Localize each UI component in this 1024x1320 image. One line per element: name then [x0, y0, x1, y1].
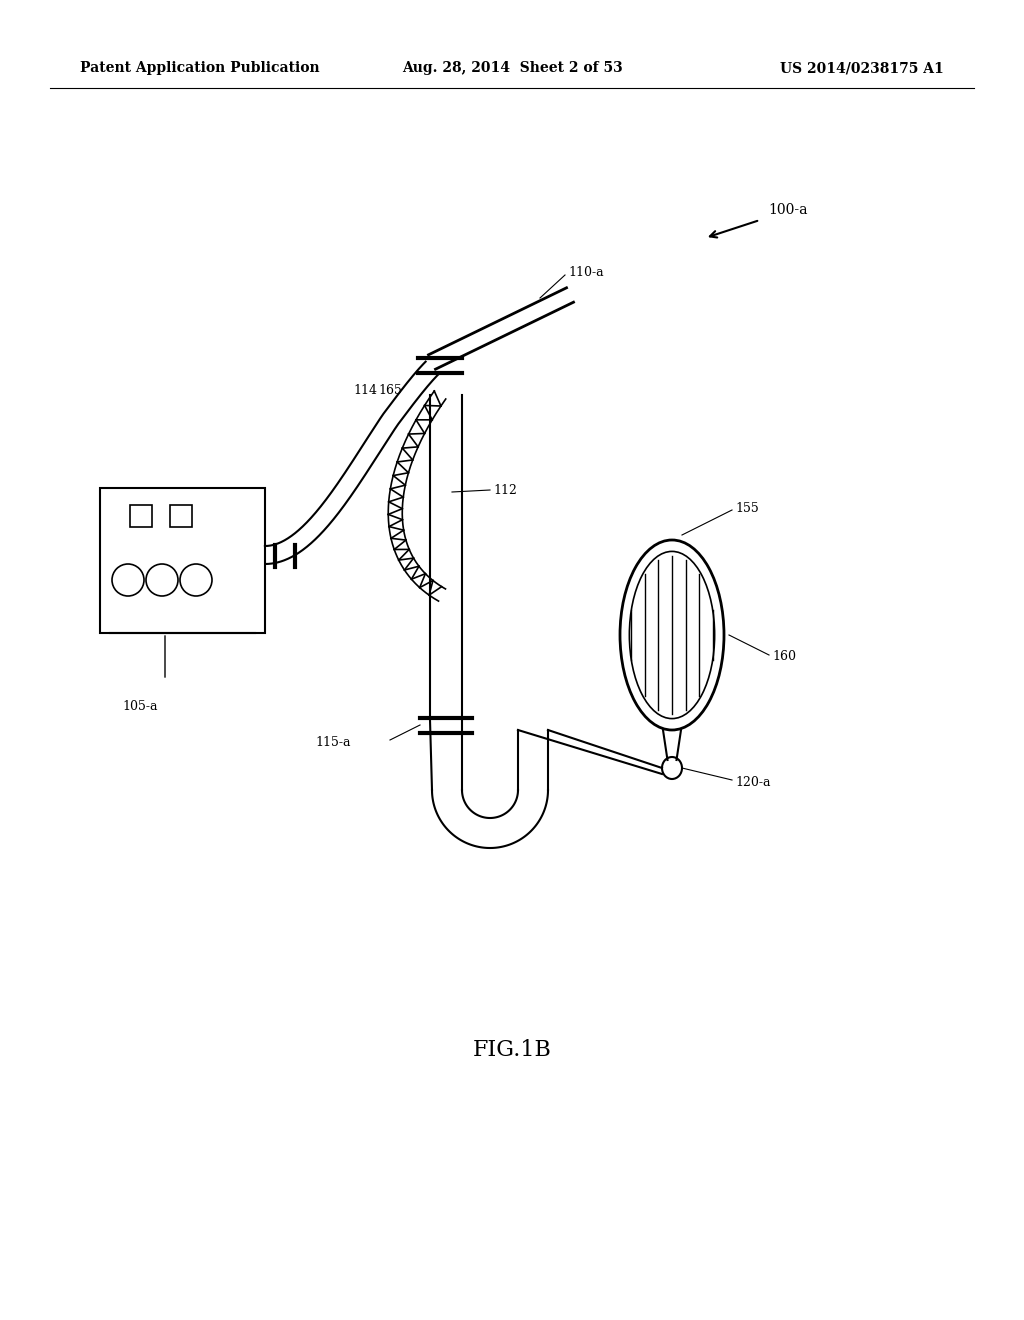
Text: 115-a: 115-a — [315, 735, 350, 748]
Text: 100-a: 100-a — [768, 203, 808, 216]
Ellipse shape — [620, 540, 724, 730]
Text: 155: 155 — [735, 502, 759, 515]
Text: 114: 114 — [353, 384, 377, 396]
Text: 112: 112 — [493, 483, 517, 496]
Text: 110-a: 110-a — [568, 265, 603, 279]
Text: 165: 165 — [378, 384, 402, 396]
Text: 105-a: 105-a — [122, 700, 158, 713]
Text: FIG.1B: FIG.1B — [472, 1039, 552, 1061]
Circle shape — [180, 564, 212, 597]
Text: 160: 160 — [772, 651, 796, 664]
Circle shape — [112, 564, 144, 597]
Bar — [100, 488, 265, 634]
Ellipse shape — [662, 756, 682, 779]
Text: US 2014/0238175 A1: US 2014/0238175 A1 — [780, 61, 944, 75]
Bar — [130, 506, 152, 527]
Bar — [170, 506, 193, 527]
Circle shape — [146, 564, 178, 597]
Text: Patent Application Publication: Patent Application Publication — [80, 61, 319, 75]
Text: 120-a: 120-a — [735, 776, 770, 788]
Text: Aug. 28, 2014  Sheet 2 of 53: Aug. 28, 2014 Sheet 2 of 53 — [401, 61, 623, 75]
